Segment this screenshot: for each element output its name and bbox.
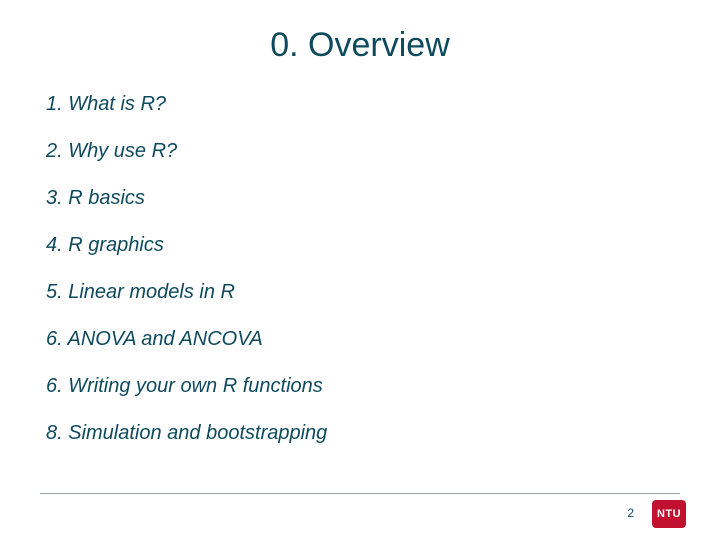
list-item: 6. Writing your own R functions (46, 375, 680, 398)
overview-list: 1. What is R? 2. Why use R? 3. R basics … (40, 93, 680, 445)
list-item: 2. Why use R? (46, 140, 680, 163)
list-item: 8. Simulation and bootstrapping (46, 422, 680, 445)
list-item: 6. ANOVA and ANCOVA (46, 328, 680, 351)
ntu-logo-text: NTU (657, 508, 681, 520)
list-item: 5. Linear models in R (46, 281, 680, 304)
slide-title: 0. Overview (40, 26, 680, 65)
page-number: 2 (627, 506, 634, 520)
list-item: 4. R graphics (46, 234, 680, 257)
list-item: 1. What is R? (46, 93, 680, 116)
ntu-logo: NTU (652, 500, 686, 528)
slide: 0. Overview 1. What is R? 2. Why use R? … (0, 0, 720, 540)
list-item: 3. R basics (46, 187, 680, 210)
footer-rule (40, 493, 680, 494)
